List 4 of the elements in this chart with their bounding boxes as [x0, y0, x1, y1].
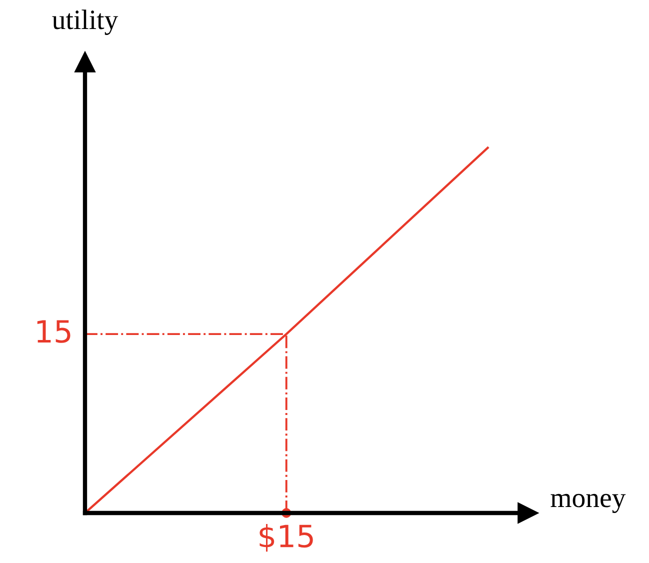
- text: 15: [37, 320, 70, 343]
- text: $15: [260, 524, 313, 552]
- x-axis-title: money: [550, 494, 626, 513]
- y-axis-title: utility: [52, 10, 118, 35]
